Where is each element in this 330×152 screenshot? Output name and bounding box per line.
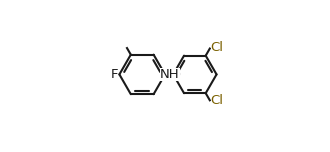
- Text: NH: NH: [160, 68, 180, 81]
- Text: Cl: Cl: [211, 94, 224, 107]
- Text: Cl: Cl: [211, 41, 224, 54]
- Text: F: F: [111, 68, 118, 81]
